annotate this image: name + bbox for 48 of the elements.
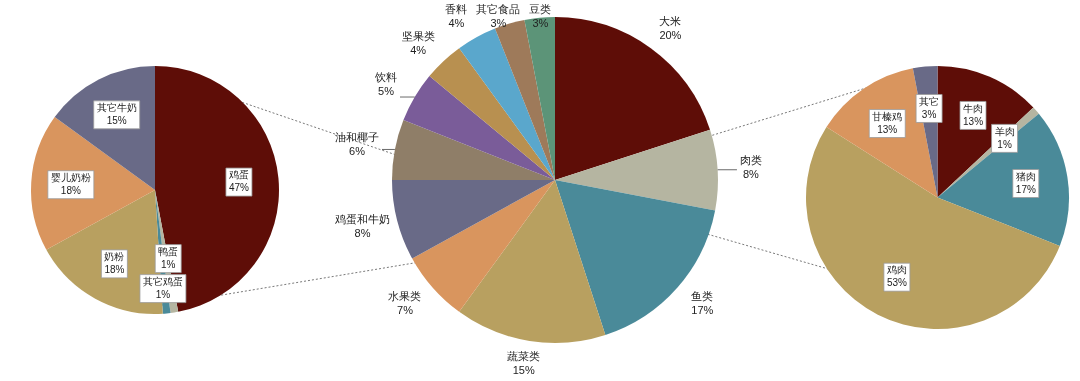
slice-label: 肉类 [739, 154, 762, 167]
slice-label: 豆类 [529, 3, 552, 16]
data-label: 53% [886, 277, 908, 289]
slice-label: 猪肉 [1015, 170, 1036, 182]
slice-label: 鱼类 [691, 289, 714, 302]
slice-label: 婴儿奶粉 [50, 171, 91, 183]
data-label: 1% [155, 288, 171, 300]
data-label: 3% [490, 17, 507, 30]
slice-label: 其它鸡蛋 [142, 275, 183, 287]
data-label: 4% [448, 17, 465, 30]
data-label: 8% [354, 226, 371, 239]
data-label: 1% [997, 138, 1012, 150]
data-label: 8% [742, 168, 760, 181]
slice-label: 甘榛鸡 [872, 110, 903, 122]
slice-label: 奶粉 [104, 251, 125, 263]
slice-label: 鸡蛋 [227, 169, 249, 181]
slice-label: 鸡肉 [885, 264, 907, 276]
data-label: 3% [532, 17, 549, 30]
data-label: 4% [410, 43, 427, 56]
data-label: 7% [397, 303, 414, 316]
slice-label: 香料 [445, 3, 468, 16]
slice-label: 油和椰子 [335, 130, 379, 143]
slice-label: 大米 [659, 14, 682, 27]
slice-label: 牛肉 [963, 102, 984, 114]
data-label: 47% [228, 182, 250, 194]
data-label: 17% [691, 303, 714, 316]
slice-label: 其它 [919, 95, 940, 107]
data-label: 13% [877, 123, 898, 135]
data-label: 17% [1015, 183, 1036, 195]
data-label: 3% [921, 108, 937, 120]
data-label: 15% [512, 364, 535, 377]
data-label: 18% [60, 184, 81, 196]
slice-label: 饮料 [374, 70, 398, 83]
data-label: 15% [106, 115, 127, 127]
data-label: 18% [104, 264, 125, 276]
data-label: 5% [378, 84, 395, 97]
slice-label: 坚果类 [401, 29, 435, 42]
data-label: 1% [160, 258, 176, 270]
data-label: 20% [659, 28, 682, 41]
slice-label: 羊肉 [994, 125, 1015, 137]
slice-label: 其它食品 [476, 3, 521, 16]
slice-label: 鸭蛋 [158, 245, 179, 257]
data-label: 13% [963, 115, 984, 127]
slice-label: 水果类 [388, 289, 422, 302]
slice-label: 其它牛奶 [96, 102, 137, 114]
slice-label: 蔬菜类 [507, 350, 541, 363]
slice-label: 鸡蛋和牛奶 [334, 212, 390, 225]
data-label: 6% [349, 144, 366, 157]
